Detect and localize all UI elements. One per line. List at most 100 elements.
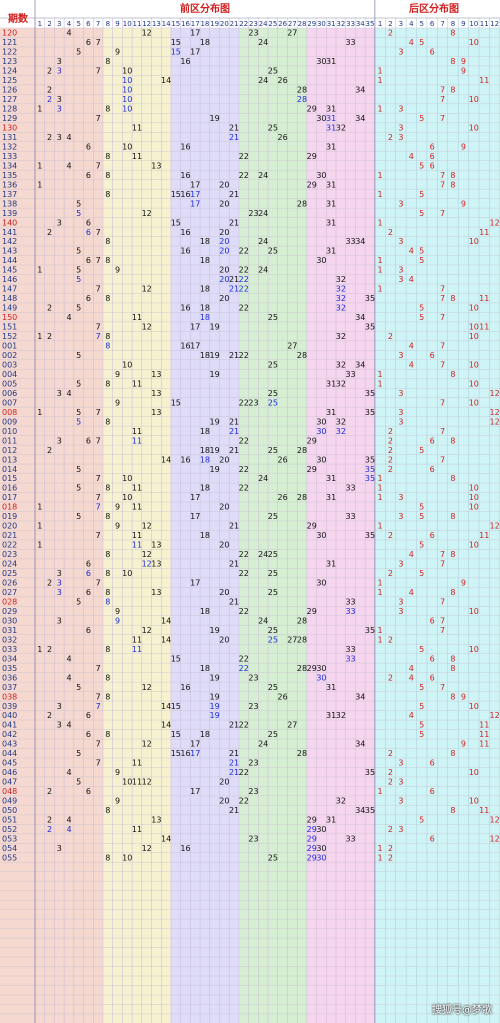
front-number: 30 [316, 825, 326, 834]
front-number: 29 [307, 844, 317, 853]
front-number: 3 [57, 702, 62, 711]
front-number: 29 [307, 816, 317, 825]
front-number: 15 [171, 218, 181, 227]
front-number: 12 [142, 778, 152, 787]
front-number: 5 [76, 408, 81, 417]
back-number: 1 [378, 370, 383, 379]
issue-label: 133 [2, 152, 17, 161]
front-number: 25 [268, 626, 278, 635]
front-number: 20 [219, 228, 229, 237]
front-number: 2 [47, 825, 52, 834]
issue-label: 023 [2, 550, 17, 559]
back-number: 1 [378, 218, 383, 227]
front-number: 21 [229, 759, 239, 768]
front-col-label-11: 11 [132, 20, 141, 28]
front-number: 19 [210, 323, 220, 332]
front-number: 31 [326, 493, 336, 502]
front-col-label-8: 8 [106, 20, 110, 28]
back-number: 12 [490, 417, 500, 426]
front-number: 21 [229, 522, 239, 531]
front-number: 22 [239, 550, 249, 559]
back-number: 10 [469, 379, 479, 388]
issue-label: 024 [2, 560, 17, 569]
back-number: 5 [419, 256, 424, 265]
issue-label: 147 [2, 285, 17, 294]
front-number: 31 [326, 123, 336, 132]
front-number: 20 [219, 180, 229, 189]
back-number: 3 [398, 266, 403, 275]
front-number: 30 [316, 844, 326, 853]
front-number: 21 [229, 133, 239, 142]
back-number: 12 [490, 816, 500, 825]
back-number: 8 [450, 654, 455, 663]
back-number: 10 [469, 304, 479, 313]
back-number: 10 [469, 702, 479, 711]
front-number: 32 [336, 285, 346, 294]
back-number: 7 [440, 171, 445, 180]
front-number: 23 [248, 787, 258, 796]
front-number: 23 [248, 398, 258, 407]
front-number: 11 [132, 484, 142, 493]
back-number: 6 [430, 351, 435, 360]
back-number: 11 [479, 721, 489, 730]
back-number: 7 [440, 342, 445, 351]
back-number: 5 [419, 683, 424, 692]
issue-label: 136 [2, 180, 17, 189]
back-number: 6 [430, 787, 435, 796]
front-number: 31 [326, 180, 336, 189]
front-number: 31 [326, 816, 336, 825]
front-number: 16 [180, 57, 190, 66]
front-number: 32 [336, 360, 346, 369]
back-number: 10 [469, 360, 479, 369]
front-number: 4 [66, 768, 71, 777]
front-number: 1 [37, 332, 42, 341]
front-number: 1 [37, 408, 42, 417]
issue-label: 018 [2, 503, 17, 512]
front-col-label-30: 30 [317, 20, 326, 28]
back-number: 4 [409, 711, 414, 720]
front-number: 11 [132, 531, 142, 540]
back-number: 1 [378, 579, 383, 588]
front-number: 3 [57, 616, 62, 625]
back-number: 2 [388, 133, 393, 142]
front-number: 31 [326, 474, 336, 483]
front-number: 18 [200, 455, 210, 464]
issue-label: 135 [2, 171, 17, 180]
back-number: 5 [419, 816, 424, 825]
front-number: 17 [190, 579, 200, 588]
back-number: 2 [388, 427, 393, 436]
back-number: 5 [419, 645, 424, 654]
issue-label: 029 [2, 607, 17, 616]
front-number: 14 [161, 76, 171, 85]
front-number: 8 [105, 853, 110, 862]
front-number: 5 [76, 484, 81, 493]
front-number: 8 [105, 569, 110, 578]
front-col-label-26: 26 [278, 20, 287, 28]
back-number: 4 [409, 664, 414, 673]
front-number: 31 [326, 57, 336, 66]
front-number: 7 [96, 474, 101, 483]
back-number: 10 [469, 123, 479, 132]
front-number: 17 [190, 749, 200, 758]
back-number: 5 [419, 38, 424, 47]
front-number: 5 [76, 351, 81, 360]
front-number: 10 [122, 142, 132, 151]
front-number: 18 [200, 38, 210, 47]
back-number: 6 [430, 465, 435, 474]
back-col-label-8: 8 [451, 20, 455, 28]
back-number: 7 [440, 427, 445, 436]
front-number: 7 [96, 740, 101, 749]
front-number: 12 [142, 560, 152, 569]
front-number: 18 [200, 351, 210, 360]
front-number: 32 [336, 379, 346, 388]
front-number: 20 [219, 797, 229, 806]
front-number: 8 [105, 673, 110, 682]
back-number: 8 [450, 806, 455, 815]
front-number: 8 [105, 550, 110, 559]
back-number: 5 [419, 569, 424, 578]
front-number: 15 [171, 654, 181, 663]
front-number: 19 [210, 370, 220, 379]
front-number: 14 [161, 616, 171, 625]
front-number: 10 [122, 778, 132, 787]
front-number: 7 [96, 114, 101, 123]
